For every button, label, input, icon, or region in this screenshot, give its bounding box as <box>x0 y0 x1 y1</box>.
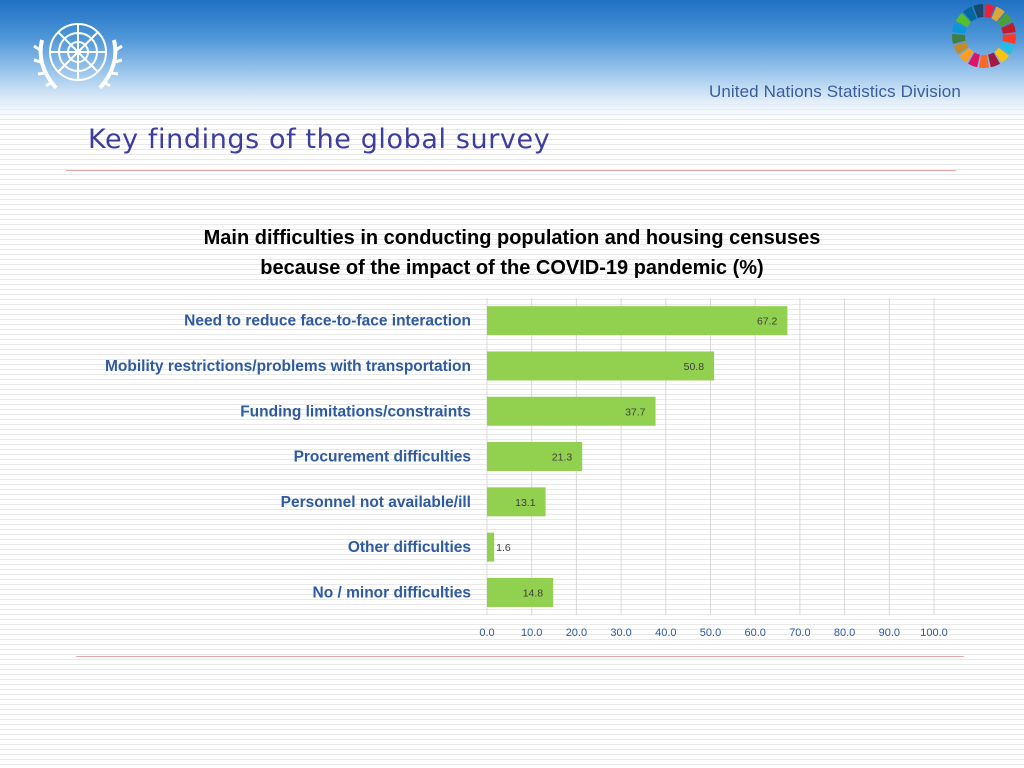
wheel-segment <box>979 54 989 68</box>
data-label: 21.3 <box>552 452 573 464</box>
footer-divider <box>76 656 964 657</box>
title-divider <box>66 170 956 171</box>
header-band <box>0 0 1024 120</box>
data-label: 1.6 <box>496 542 511 554</box>
x-tick-label: 20.0 <box>566 627 587 639</box>
category-label: Procurement difficulties <box>294 449 471 466</box>
bar <box>487 487 546 517</box>
un-emblem-icon <box>33 23 123 90</box>
organization-name: United Nations Statistics Division <box>709 82 961 101</box>
bar <box>487 306 788 336</box>
x-tick-label: 80.0 <box>834 627 855 639</box>
bar <box>487 396 656 426</box>
x-tick-label: 40.0 <box>655 627 676 639</box>
wheel-segment <box>1002 34 1016 44</box>
chart-title-line-1: Main difficulties in conducting populati… <box>204 227 821 249</box>
wheel-segment <box>952 22 967 34</box>
wheel-segment <box>997 13 1013 28</box>
category-label: Other difficulties <box>348 539 471 556</box>
wheel-segment <box>988 52 1001 68</box>
wheel-segment <box>984 4 995 19</box>
x-tick-label: 0.0 <box>479 627 494 639</box>
x-tick-label: 70.0 <box>789 627 810 639</box>
category-label: Funding limitations/constraints <box>240 403 471 420</box>
wheel-segment <box>994 47 1009 63</box>
bar <box>487 442 583 472</box>
x-tick-label: 30.0 <box>610 627 631 639</box>
data-label: 14.8 <box>523 587 544 599</box>
x-tick-label: 90.0 <box>879 627 900 639</box>
wheel-segment <box>959 47 974 63</box>
wheel-segment <box>999 41 1015 55</box>
page-title: Key findings of the global survey <box>88 124 551 155</box>
data-label: 67.2 <box>757 316 778 328</box>
wheel-segment <box>952 34 966 44</box>
data-label: 13.1 <box>515 497 536 509</box>
bar <box>487 577 554 607</box>
wheel-segment <box>955 13 971 28</box>
wheel-segment <box>991 6 1005 22</box>
x-tick-label: 100.0 <box>920 627 948 639</box>
x-tick-label: 50.0 <box>700 627 721 639</box>
x-tick-label: 10.0 <box>521 627 542 639</box>
x-tick-label: 60.0 <box>744 627 765 639</box>
chart-title-line-2: because of the impact of the COVID-19 pa… <box>260 257 763 279</box>
data-label: 37.7 <box>625 406 646 418</box>
category-label: Mobility restrictions/problems with tran… <box>105 358 471 375</box>
wheel-segment <box>1001 22 1016 34</box>
wheel-segment <box>967 52 980 68</box>
bar <box>487 351 715 381</box>
category-label: Need to reduce face-to-face interaction <box>184 313 471 330</box>
data-label: 50.8 <box>684 361 705 373</box>
category-label: No / minor difficulties <box>313 584 471 601</box>
wheel-segment <box>973 4 984 19</box>
sdg-color-wheel-icon <box>952 4 1016 68</box>
wheel-segment <box>953 41 969 55</box>
wheel-segment <box>963 6 977 22</box>
bar <box>487 532 495 562</box>
category-label: Personnel not available/ill <box>281 494 471 511</box>
